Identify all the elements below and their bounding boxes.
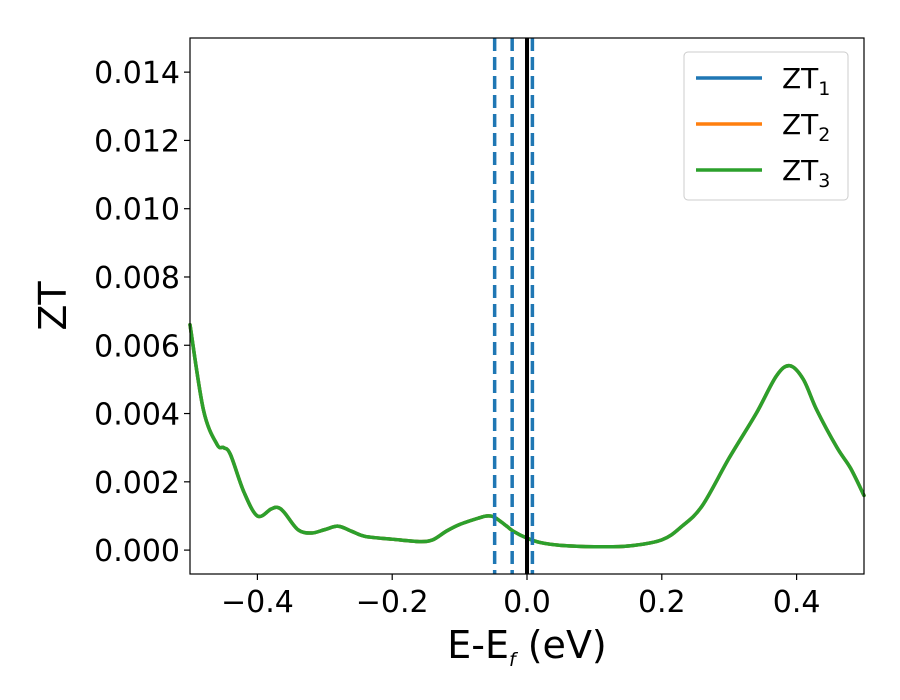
y-axis-label: ZT <box>31 281 75 331</box>
y-tick-label: 0.004 <box>94 398 180 433</box>
legend: ZT1 ZT2 ZT3 <box>683 51 849 201</box>
y-tick-label: 0.010 <box>94 193 180 228</box>
y-tick-label: 0.014 <box>94 56 180 91</box>
reference-lines <box>492 38 535 574</box>
x-tick-label: −0.2 <box>356 585 429 620</box>
legend-box <box>683 51 849 201</box>
x-tick-label: 0.4 <box>773 585 821 620</box>
series-line-zt3 <box>188 323 866 549</box>
y-tick-label: 0.002 <box>94 466 180 501</box>
x-axis-ticks: −0.4 −0.2 0.0 0.2 0.4 <box>221 574 820 620</box>
x-axis-label: E-Ef (eV) <box>447 623 607 671</box>
legend-label-zt1: ZT1 <box>782 62 830 100</box>
plot-lines <box>188 323 866 549</box>
x-tick-label: 0.2 <box>638 585 686 620</box>
x-axis-label-unit: (eV) <box>516 623 607 667</box>
legend-label-zt3: ZT3 <box>782 154 830 192</box>
y-axis-ticks: 0.000 0.002 0.004 0.006 0.008 0.010 0.012 0.014 <box>94 56 190 569</box>
x-axis-label-sub: f <box>509 649 519 671</box>
x-axis-label-main: E-E <box>447 623 509 667</box>
y-tick-label: 0.000 <box>94 534 180 569</box>
y-tick-label: 0.006 <box>94 329 180 364</box>
x-tick-label: 0.0 <box>503 585 551 620</box>
legend-label-zt2: ZT2 <box>782 108 830 146</box>
y-tick-label: 0.008 <box>94 261 180 296</box>
y-tick-label: 0.012 <box>94 124 180 159</box>
x-tick-label: −0.4 <box>221 585 294 620</box>
